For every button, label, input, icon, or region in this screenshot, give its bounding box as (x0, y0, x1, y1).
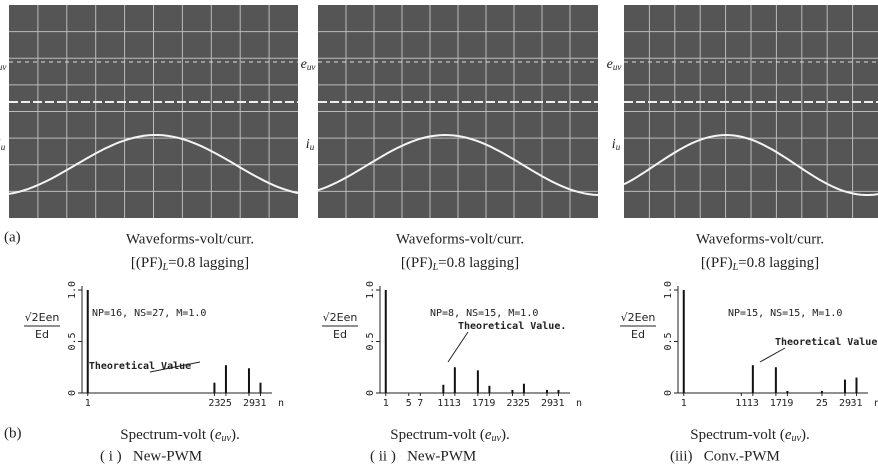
voltage-label-part: uv (613, 62, 622, 72)
waveform-condition-part: [(PF) (701, 255, 733, 271)
x-tick-label: 31 (552, 398, 564, 409)
spectrum-caption: Spectrum-volt (euv). (120, 427, 239, 444)
x-tick-label: 31 (850, 398, 862, 409)
y-label-denominator: Ed (35, 328, 49, 341)
waveform-condition: [(PF)L=0.8 lagging] (131, 255, 249, 273)
x-tick-label: 19 (483, 398, 495, 409)
row-label: (a) (4, 229, 21, 245)
x-tick-label: 17 (472, 398, 484, 409)
waveform-caption: Waveforms-volt/curr. (126, 231, 254, 247)
waveform-condition-part: [(PF) (131, 255, 163, 271)
y-tick-label: 1.0 (663, 281, 674, 299)
y-tick-label: 1.0 (365, 281, 376, 299)
current-label-part: u (310, 142, 315, 152)
x-tick-label: 13 (747, 398, 759, 409)
voltage-label-part: uv (0, 62, 6, 72)
spectrum-caption: Spectrum-volt (euv). (690, 427, 809, 444)
y-label-denominator: Ed (631, 328, 645, 341)
current-label-part: u (616, 142, 621, 152)
waveform-condition: [(PF)L=0.8 lagging] (701, 255, 819, 273)
spectrum-caption-part: ). (231, 427, 240, 443)
theoretical-label: Theoretical Value (775, 336, 877, 348)
spectrum-caption-part: ). (801, 427, 810, 443)
waveform-caption: Waveforms-volt/curr. (696, 231, 824, 247)
x-tick-label: 1 (85, 398, 91, 409)
panel-label: (iii) Conv.-PWM (670, 448, 780, 464)
voltage-label: euv (607, 57, 622, 72)
x-tick-label: 1 (681, 398, 687, 409)
waveform-caption: Waveforms-volt/curr. (396, 231, 524, 247)
waveform-condition: [(PF)L=0.8 lagging] (401, 255, 519, 273)
y-tick-label: 0 (663, 390, 674, 396)
waveform-condition-part: =0.8 lagging] (168, 255, 249, 271)
spectrum-caption-part: Spectrum-volt ( (690, 427, 785, 443)
y-tick-label: 0 (365, 390, 376, 396)
spectrum-caption-part: ). (501, 427, 510, 443)
voltage-label: euv (301, 57, 316, 72)
y-tick-label: 0.5 (365, 332, 376, 350)
x-tick-label: 25 (816, 398, 828, 409)
x-tick-label: 31 (254, 398, 266, 409)
annotation: NP=16, NS=27, M=1.0 (92, 308, 206, 319)
x-tick-label: 11 (437, 398, 449, 409)
y-label-denominator: Ed (333, 328, 347, 341)
spectrum-caption-part: Spectrum-volt ( (390, 427, 485, 443)
row-label: (b) (4, 425, 22, 441)
x-axis-label: n (874, 398, 878, 409)
panel-label: ( ii ) New-PWM (370, 448, 476, 464)
x-tick-label: 29 (541, 398, 553, 409)
x-tick-label: 25 (518, 398, 530, 409)
current-label-part: u (1, 142, 6, 152)
x-tick-label: 13 (449, 398, 461, 409)
x-tick-label: 25 (220, 398, 232, 409)
voltage-label-part: uv (307, 62, 316, 72)
y-label-numerator: √2Een (25, 311, 60, 324)
x-axis-label: n (278, 398, 284, 409)
x-tick-label: 17 (770, 398, 782, 409)
y-tick-label: 0 (67, 390, 78, 396)
x-tick-label: 23 (208, 398, 220, 409)
x-axis-label: n (576, 398, 582, 409)
y-tick-label: 0.5 (663, 332, 674, 350)
x-tick-label: 23 (506, 398, 518, 409)
x-tick-label: 1 (383, 398, 389, 409)
waveform-condition-part: =0.8 lagging] (438, 255, 519, 271)
x-tick-label: 7 (417, 398, 423, 409)
y-label-numerator: √2Een (621, 311, 656, 324)
annotation: NP=15, NS=15, M=1.0 (728, 308, 842, 319)
theoretical-label: Theoretical Value (89, 360, 191, 372)
current-label: iu (0, 137, 6, 152)
arrow (760, 348, 785, 362)
figure: (a) (b) euv iu Waveforms-volt/curr. [(PF)L=0.… (0, 0, 878, 467)
x-tick-label: 29 (243, 398, 255, 409)
y-tick-label: 0.5 (67, 332, 78, 350)
x-tick-label: 19 (781, 398, 793, 409)
panel-label: ( i ) New-PWM (100, 448, 202, 464)
annotation: NP=8, NS=15, M=1.0 (430, 308, 538, 319)
y-label-numerator: √2Een (323, 311, 358, 324)
spectrum-caption-part: Spectrum-volt ( (120, 427, 215, 443)
x-tick-label: 5 (406, 398, 412, 409)
spectrum-caption: Spectrum-volt (euv). (390, 427, 509, 444)
y-tick-label: 1.0 (67, 281, 78, 299)
current-label: iu (306, 137, 315, 152)
theoretical-label: Theoretical Value. (458, 320, 566, 332)
x-tick-label: 29 (839, 398, 851, 409)
voltage-label: euv (0, 57, 6, 72)
waveform-condition-part: [(PF) (401, 255, 433, 271)
waveform-condition-part: =0.8 lagging] (738, 255, 819, 271)
x-tick-label: 11 (735, 398, 747, 409)
arrow (448, 332, 468, 362)
current-label: iu (612, 137, 621, 152)
